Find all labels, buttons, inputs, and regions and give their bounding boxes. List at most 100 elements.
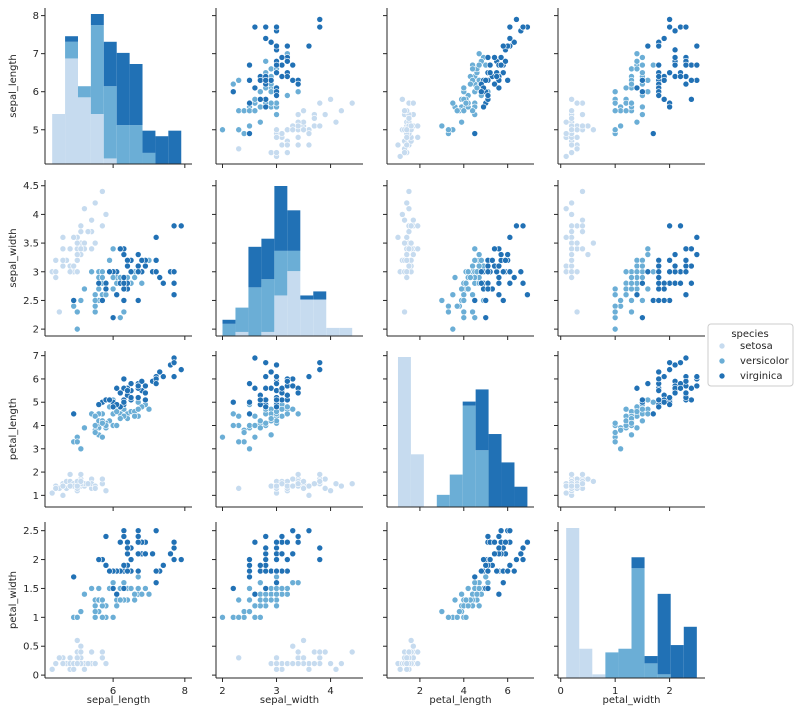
scatter-point xyxy=(170,222,178,230)
scatter-point xyxy=(573,308,581,316)
scatter-point xyxy=(660,76,668,84)
histogram-bar xyxy=(326,327,340,336)
scatter-point xyxy=(410,216,417,224)
scatter-point xyxy=(77,648,85,656)
scatter-point xyxy=(655,368,663,376)
histogram-bar xyxy=(77,97,91,164)
scatter-point xyxy=(81,205,88,212)
scatter-point xyxy=(513,16,520,23)
scatter-point xyxy=(688,384,695,392)
scatter-point xyxy=(671,361,679,369)
panel-petal_width-vs-sepal_length: 0 0.5 1 1.5 2 2.5 6 8 xyxy=(23,522,192,697)
scatter-point xyxy=(251,384,259,392)
scatter-point xyxy=(77,228,85,235)
y-tick-label: 2.5 xyxy=(23,526,39,537)
scatter-point xyxy=(666,297,673,304)
scatter-point xyxy=(484,585,492,592)
scatter-point xyxy=(660,96,668,103)
scatter-point xyxy=(99,268,106,276)
scatter-point xyxy=(316,359,324,366)
scatter-point xyxy=(478,268,485,276)
scatter-point xyxy=(289,482,297,490)
scatter-point xyxy=(134,567,142,575)
scatter-point xyxy=(453,107,461,115)
scatter-point xyxy=(639,76,646,84)
scatter-point xyxy=(267,431,275,439)
scatter-point xyxy=(84,228,92,235)
scatter-point xyxy=(579,188,586,195)
scatter-point xyxy=(462,99,470,107)
panel-sepal_width-vs-petal_width xyxy=(554,180,705,340)
scatter-point xyxy=(262,359,270,366)
scatter-point xyxy=(251,422,259,429)
scatter-point xyxy=(639,54,646,61)
scatter-point xyxy=(584,475,592,483)
scatter-point xyxy=(267,99,275,107)
scatter-point xyxy=(73,308,81,316)
scatter-point xyxy=(458,118,465,126)
scatter-point xyxy=(246,556,253,563)
scatter-point xyxy=(568,149,575,156)
scatter-point xyxy=(262,57,270,65)
scatter-point xyxy=(246,567,253,575)
histogram-bar xyxy=(287,210,301,251)
y-axis-label-petal_length: petal_length xyxy=(8,398,19,460)
scatter-point xyxy=(469,107,476,115)
scatter-point xyxy=(138,377,146,385)
scatter-point xyxy=(445,308,452,316)
scatter-point xyxy=(284,590,291,598)
scatter-point xyxy=(73,268,81,276)
scatter-point xyxy=(693,251,701,258)
scatter-point xyxy=(305,42,313,50)
scatter-point xyxy=(109,614,117,621)
scatter-point xyxy=(134,405,142,413)
scatter-point xyxy=(66,654,74,662)
scatter-point xyxy=(91,239,99,247)
histogram-bar xyxy=(657,674,671,678)
scatter-point xyxy=(81,285,88,293)
scatter-point xyxy=(332,480,340,488)
scatter-point xyxy=(403,126,411,134)
scatter-point xyxy=(693,61,701,69)
scatter-point xyxy=(284,391,291,399)
scatter-point xyxy=(693,373,701,380)
x-tick-label: 2 xyxy=(219,686,225,697)
scatter-point xyxy=(458,285,465,293)
scatter-point xyxy=(120,279,128,287)
scatter-point xyxy=(99,274,106,281)
scatter-point xyxy=(677,359,684,366)
scatter-point xyxy=(519,544,527,552)
scatter-point xyxy=(495,262,503,270)
scatter-point xyxy=(568,268,575,276)
scatter-point xyxy=(628,297,635,304)
scatter-point xyxy=(655,279,663,287)
scatter-point xyxy=(109,245,117,253)
scatter-point xyxy=(584,251,592,258)
histogram-bar xyxy=(261,279,275,332)
x-axis-label-petal_length: petal_length xyxy=(429,695,491,706)
scatter-point xyxy=(229,410,237,418)
scatter-point xyxy=(294,660,302,667)
scatter-point xyxy=(493,268,501,276)
scatter-point xyxy=(655,285,663,293)
scatter-point xyxy=(273,538,280,546)
scatter-point xyxy=(262,590,270,598)
scatter-point xyxy=(639,103,646,111)
scatter-point xyxy=(633,291,641,299)
scatter-point xyxy=(655,92,663,99)
scatter-point xyxy=(160,279,167,287)
scatter-point xyxy=(649,268,657,276)
scatter-point xyxy=(229,398,237,406)
scatter-point xyxy=(467,274,474,281)
scatter-point xyxy=(170,291,178,299)
scatter-point xyxy=(579,228,586,235)
scatter-point xyxy=(458,590,465,598)
scatter-point xyxy=(644,285,652,293)
scatter-point xyxy=(666,23,673,31)
scatter-point xyxy=(519,279,527,287)
scatter-point xyxy=(489,256,496,264)
scatter-point xyxy=(52,485,60,492)
scatter-point xyxy=(91,602,99,610)
scatter-point xyxy=(289,579,297,586)
scatter-point xyxy=(611,99,619,107)
